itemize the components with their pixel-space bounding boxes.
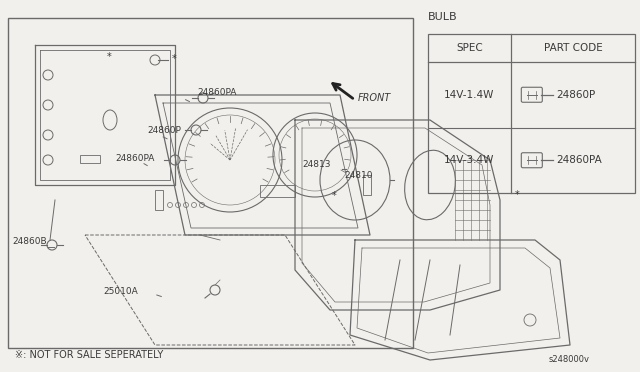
Text: *: *: [106, 51, 111, 61]
Bar: [155, 190, 163, 210]
Text: 24860PA: 24860PA: [115, 154, 155, 163]
Text: 24860P: 24860P: [556, 90, 595, 100]
Text: 24860P: 24860P: [147, 126, 181, 135]
Text: s248000v: s248000v: [549, 355, 590, 364]
Text: 14V-1.4W: 14V-1.4W: [444, 90, 495, 100]
Text: *: *: [515, 190, 520, 200]
Bar: [80, 155, 100, 163]
Text: 24860B: 24860B: [13, 237, 47, 246]
Text: BULB: BULB: [428, 12, 458, 22]
Bar: [428, 34, 635, 193]
Bar: [363, 175, 371, 195]
Text: 24813: 24813: [302, 160, 331, 169]
Bar: [260, 185, 295, 197]
Text: 25010A: 25010A: [104, 287, 138, 296]
Text: FRONT: FRONT: [358, 93, 391, 103]
Text: 14V-3.4W: 14V-3.4W: [444, 155, 495, 165]
Text: 24860PA: 24860PA: [197, 88, 237, 97]
Text: *: *: [172, 54, 177, 64]
Text: 24810: 24810: [344, 171, 373, 180]
Text: ※: NOT FOR SALE SEPERATELY: ※: NOT FOR SALE SEPERATELY: [15, 350, 163, 360]
Text: PART CODE: PART CODE: [543, 43, 602, 53]
Text: SPEC: SPEC: [456, 43, 483, 53]
Text: 24860PA: 24860PA: [556, 155, 602, 165]
Text: *: *: [332, 191, 336, 201]
Bar: [8, 18, 413, 348]
